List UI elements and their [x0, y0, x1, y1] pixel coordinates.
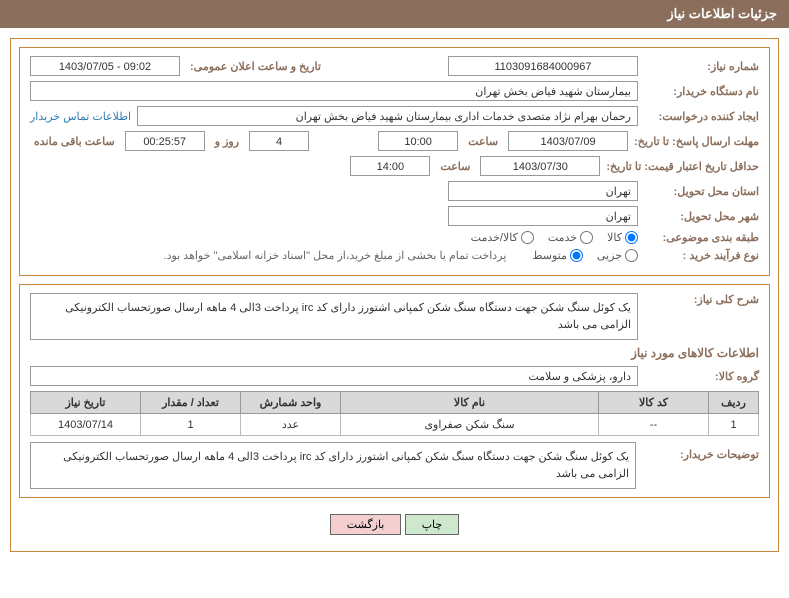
- buyer-notes-value: یک کوئل سنگ شکن جهت دستگاه سنگ شکن کمپان…: [30, 442, 636, 489]
- cell-code: --: [599, 414, 709, 436]
- province-label: استان محل تحویل:: [644, 185, 759, 198]
- overall-desc-value: یک کوئل سنگ شکن جهت دستگاه سنگ شکن کمپان…: [30, 293, 638, 340]
- payment-note: پرداخت تمام یا بخشی از مبلغ خرید،از محل …: [164, 249, 507, 262]
- buyer-org-value: بیمارستان شهید فیاض بخش تهران: [30, 81, 638, 101]
- table-row: 1 -- سنگ شکن صفراوی عدد 1 1403/07/14: [31, 414, 759, 436]
- th-code: کد کالا: [599, 392, 709, 414]
- radio-goods-service-label: کالا/خدمت: [471, 231, 518, 244]
- hour-label-1: ساعت: [464, 135, 502, 148]
- price-time-value: 14:00: [350, 156, 430, 176]
- announce-label: تاریخ و ساعت اعلان عمومی:: [186, 60, 325, 73]
- radio-medium-label: متوسط: [532, 249, 567, 262]
- days-remaining-value: 4: [249, 131, 309, 151]
- th-need-date: تاریخ نیاز: [31, 392, 141, 414]
- th-row: ردیف: [709, 392, 759, 414]
- radio-service[interactable]: خدمت: [548, 231, 593, 244]
- info-panel: شماره نیاز: 1103091684000967 تاریخ و ساع…: [19, 47, 770, 276]
- back-button[interactable]: بازگشت: [330, 514, 402, 535]
- resp-time-value: 10:00: [378, 131, 458, 151]
- requester-value: رحمان بهرام نژاد متصدی خدمات اداری بیمار…: [137, 106, 638, 126]
- radio-goods-input[interactable]: [625, 231, 638, 244]
- goods-group-value: دارو، پزشکی و سلامت: [30, 366, 638, 386]
- th-qty: تعداد / مقدار: [141, 392, 241, 414]
- desc-panel: شرح کلی نیاز: یک کوئل سنگ شکن جهت دستگاه…: [19, 284, 770, 498]
- cell-name: سنگ شکن صفراوی: [341, 414, 599, 436]
- announce-value: 1403/07/05 - 09:02: [30, 56, 180, 76]
- th-unit: واحد شمارش: [241, 392, 341, 414]
- cell-qty: 1: [141, 414, 241, 436]
- category-label: طبقه بندی موضوعی:: [644, 231, 759, 244]
- hour-label-2: ساعت: [436, 160, 474, 173]
- button-bar: چاپ بازگشت: [19, 506, 770, 543]
- radio-service-input[interactable]: [580, 231, 593, 244]
- titlebar: جزئیات اطلاعات نیاز: [0, 0, 789, 28]
- radio-small-label: جزیی: [597, 249, 622, 262]
- requester-label: ایجاد کننده درخواست:: [644, 110, 759, 123]
- purchase-type-label: نوع فرآیند خرید :: [644, 249, 759, 262]
- category-radios: کالا خدمت کالا/خدمت: [471, 231, 638, 244]
- days-and-label: روز و: [211, 135, 243, 148]
- resp-deadline-label: مهلت ارسال پاسخ: تا تاریخ:: [634, 135, 759, 148]
- radio-small[interactable]: جزیی: [597, 249, 638, 262]
- items-table: ردیف کد کالا نام کالا واحد شمارش تعداد /…: [30, 391, 759, 436]
- purchase-type-radios: جزیی متوسط: [532, 249, 638, 262]
- goods-group-label: گروه کالا:: [644, 370, 759, 383]
- cell-row: 1: [709, 414, 759, 436]
- radio-small-input[interactable]: [625, 249, 638, 262]
- print-button[interactable]: چاپ: [405, 514, 460, 535]
- need-no-label: شماره نیاز:: [644, 60, 759, 73]
- overall-desc-label: شرح کلی نیاز:: [644, 293, 759, 306]
- price-deadline-label: حداقل تاریخ اعتبار قیمت: تا تاریخ:: [606, 160, 759, 173]
- radio-service-label: خدمت: [548, 231, 577, 244]
- need-no-value: 1103091684000967: [448, 56, 638, 76]
- buyer-notes-label: توضیحات خریدار:: [644, 442, 759, 489]
- city-label: شهر محل تحویل:: [644, 210, 759, 223]
- radio-goods-service[interactable]: کالا/خدمت: [471, 231, 534, 244]
- city-value: تهران: [448, 206, 638, 226]
- main-frame: شماره نیاز: 1103091684000967 تاریخ و ساع…: [10, 38, 779, 552]
- cell-unit: عدد: [241, 414, 341, 436]
- radio-medium[interactable]: متوسط: [532, 249, 583, 262]
- remaining-label: ساعت باقی مانده: [30, 135, 119, 148]
- resp-date-value: 1403/07/09: [508, 131, 628, 151]
- buyer-org-label: نام دستگاه خریدار:: [644, 85, 759, 98]
- items-section-title: اطلاعات کالاهای مورد نیاز: [30, 346, 759, 360]
- cell-need-date: 1403/07/14: [31, 414, 141, 436]
- province-value: تهران: [448, 181, 638, 201]
- th-name: نام کالا: [341, 392, 599, 414]
- price-date-value: 1403/07/30: [480, 156, 600, 176]
- radio-goods-service-input[interactable]: [521, 231, 534, 244]
- radio-goods-label: کالا: [607, 231, 622, 244]
- radio-goods[interactable]: کالا: [607, 231, 638, 244]
- contact-link[interactable]: اطلاعات تماس خریدار: [30, 110, 131, 123]
- radio-medium-input[interactable]: [570, 249, 583, 262]
- time-remaining-value: 00:25:57: [125, 131, 205, 151]
